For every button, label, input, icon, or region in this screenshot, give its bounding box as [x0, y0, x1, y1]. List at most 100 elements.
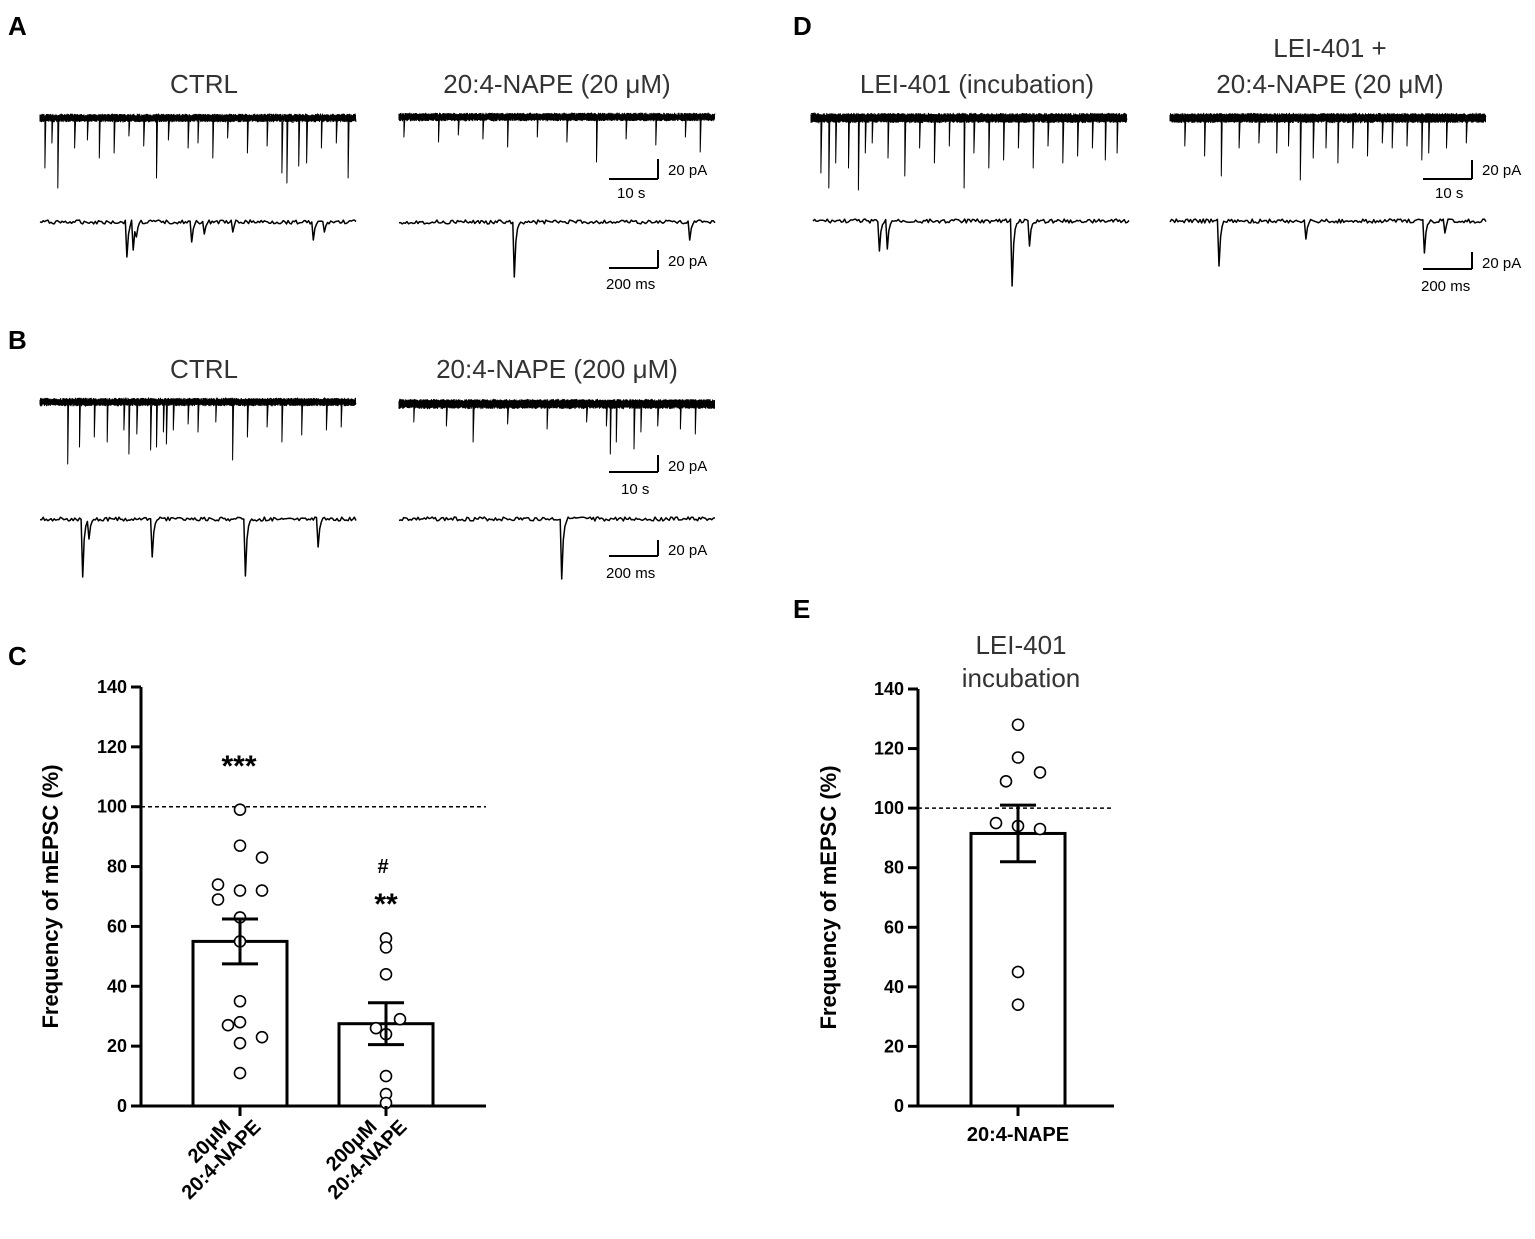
trace-line: [39, 397, 357, 465]
panel-c-chart: 0 20 40 60 80 100 120 140 Frequency of mEPSC (%)…: [38, 677, 486, 1204]
panel-a-scale-short: 20 pA 200 ms: [606, 250, 707, 293]
c-y-tick-label: 80: [107, 857, 127, 877]
trace-line: [398, 219, 716, 278]
panel-b-scale-short-amp: 20 pA: [668, 542, 707, 559]
panel-a-scale-long-time: 10 s: [617, 185, 645, 202]
panel-d-letter: D: [793, 11, 812, 41]
e-y-tick-label: 40: [884, 977, 904, 997]
c-data-point: [255, 1030, 269, 1044]
c-data-point: [379, 1069, 393, 1083]
panel-b-nape-title: 20:4-NAPE (200 μM): [436, 354, 678, 384]
panel-b-nape-long-trace: [398, 398, 716, 455]
panel-b-ctrl-title: CTRL: [170, 354, 238, 384]
panel-d-right-long-trace: [1169, 112, 1487, 181]
panel-d-scale-long-time: 10 s: [1435, 185, 1463, 202]
c-data-point: [379, 968, 393, 981]
e-data-point: [1011, 751, 1025, 764]
panel-a-nape-long-trace: [398, 112, 716, 163]
panel-b-scale-long: 20 pA 10 s: [609, 455, 707, 498]
e-y-tick-label: 80: [884, 858, 904, 878]
e-data-point: [989, 816, 1003, 830]
trace-line: [398, 112, 716, 163]
panel-d-scale-long: 20 pA 10 s: [1423, 160, 1521, 202]
e-data-point: [1011, 718, 1025, 732]
panel-b-ctrl-long-trace: [39, 397, 357, 465]
panel-e-title-line2: incubation: [962, 663, 1081, 693]
panel-b-scale-long-amp: 20 pA: [668, 458, 707, 475]
panel-d-left-title: LEI-401 (incubation): [860, 69, 1094, 99]
panel-e-letter: E: [793, 594, 810, 624]
panel-a-nape-short-trace: [398, 219, 716, 278]
trace-line: [39, 219, 357, 258]
c-y-axis-label: Frequency of mEPSC (%): [38, 764, 63, 1028]
c-data-point: [233, 1036, 247, 1050]
c-y-tick-label: 20: [107, 1036, 127, 1056]
e-y-tick-label: 140: [874, 679, 904, 699]
panel-c-sig-200um: **: [374, 888, 398, 921]
c-data-point: [255, 851, 269, 864]
c-data-point: [233, 839, 247, 852]
trace-line: [398, 398, 716, 455]
c-y-tick-label: 0: [117, 1096, 127, 1116]
panel-a-nape-title: 20:4-NAPE (20 μM): [443, 69, 670, 99]
panel-c-sig-200um-hash: #: [377, 856, 388, 878]
c-data-point: [393, 1012, 407, 1026]
panel-d-left-long-trace: [810, 112, 1128, 191]
trace-line: [39, 516, 357, 578]
panel-a-ctrl-long-trace: [39, 113, 357, 189]
panel-b-scale-short-time: 200 ms: [606, 565, 655, 582]
c-error-bar: [222, 917, 258, 966]
trace-line: [812, 218, 1130, 287]
panel-a-ctrl-short-trace: [39, 219, 357, 258]
trace-line: [1169, 112, 1487, 181]
panel-a-scale-short-amp: 20 pA: [668, 253, 707, 270]
panel-d-left-short-trace: [812, 218, 1130, 287]
trace-line: [810, 112, 1128, 191]
e-data-point: [1033, 822, 1047, 836]
c-data-point: [233, 994, 247, 1008]
e-y-tick-label: 100: [874, 798, 904, 818]
c-data-point: [233, 1066, 247, 1080]
c-data-point: [211, 893, 225, 906]
e-data-point: [1033, 766, 1047, 779]
panel-b-letter: B: [8, 325, 27, 355]
trace-line: [1169, 218, 1487, 267]
panel-d-right-short-trace: [1169, 218, 1487, 267]
panel-b-scale-short: 20 pA 200 ms: [606, 540, 707, 582]
trace-line: [39, 113, 357, 189]
panel-b-ctrl-short-trace: [39, 516, 357, 578]
panel-e-chart: 0 20 40 60 80 100 120 140 Frequency of mEPSC (%)…: [816, 679, 1114, 1146]
c-data-point: [233, 884, 247, 897]
e-y-axis-label: Frequency of mEPSC (%): [816, 765, 841, 1029]
e-data-point: [1011, 998, 1025, 1012]
c-y-tick-label: 140: [97, 677, 127, 697]
panel-d-scale-short-time: 200 ms: [1421, 278, 1470, 295]
e-y-tick-label: 120: [874, 739, 904, 759]
c-data-point: [233, 1015, 247, 1029]
trace-line: [398, 516, 716, 580]
c-y-tick-label: 100: [97, 797, 127, 817]
panel-e-title-line1: LEI-401: [975, 630, 1066, 660]
e-category-label: 20:4-NAPE: [967, 1124, 1069, 1146]
e-y-tick-label: 60: [884, 917, 904, 937]
panel-d-right-title-line2: 20:4-NAPE (20 μM): [1216, 69, 1443, 99]
panel-d-scale-long-amp: 20 pA: [1482, 162, 1521, 179]
panel-a-ctrl-title: CTRL: [170, 69, 238, 99]
c-data-point: [221, 1018, 235, 1032]
e-y-tick-label: 20: [884, 1036, 904, 1056]
panel-d-scale-short: 20 pA 200 ms: [1421, 252, 1521, 295]
e-data-point: [1011, 965, 1025, 979]
panel-a-scale-long-amp: 20 pA: [668, 162, 707, 179]
c-data-point: [369, 1021, 383, 1035]
e-error-bar: [1000, 803, 1036, 864]
panel-d-right-title-line1: LEI-401 +: [1273, 33, 1386, 63]
c-data-point: [211, 878, 225, 891]
e-y-tick-label: 0: [894, 1096, 904, 1116]
c-data-point: [233, 803, 247, 817]
panel-d-scale-short-amp: 20 pA: [1482, 255, 1521, 272]
panel-b-nape-short-trace: [398, 516, 716, 580]
panel-c-letter: C: [8, 641, 27, 671]
panel-c-sig-20um: ***: [221, 750, 256, 783]
e-data-point: [999, 775, 1013, 788]
